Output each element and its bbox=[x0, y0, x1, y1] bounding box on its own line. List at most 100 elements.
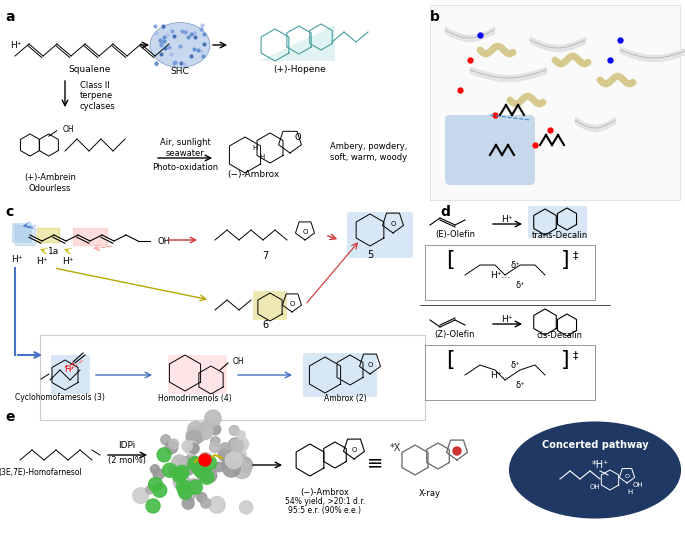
Circle shape bbox=[183, 463, 195, 475]
Text: Class II
terpene
cyclases: Class II terpene cyclases bbox=[80, 81, 116, 111]
Text: IDPi: IDPi bbox=[119, 441, 136, 450]
Circle shape bbox=[210, 424, 221, 435]
Text: Concerted pathway: Concerted pathway bbox=[542, 440, 648, 450]
Circle shape bbox=[172, 455, 187, 470]
Text: [: [ bbox=[446, 250, 454, 270]
Circle shape bbox=[146, 486, 154, 494]
FancyBboxPatch shape bbox=[445, 115, 535, 185]
Text: O: O bbox=[302, 229, 308, 235]
Text: O: O bbox=[295, 133, 301, 142]
Circle shape bbox=[228, 438, 242, 452]
Circle shape bbox=[220, 443, 229, 452]
Circle shape bbox=[157, 448, 171, 462]
Circle shape bbox=[229, 425, 239, 435]
Text: 95:5 e.r. (90% e.e.): 95:5 e.r. (90% e.e.) bbox=[288, 507, 362, 515]
Circle shape bbox=[182, 441, 192, 451]
Text: O: O bbox=[625, 474, 630, 479]
Text: Squalene: Squalene bbox=[68, 65, 111, 75]
Text: (Z)-Olefin: (Z)-Olefin bbox=[435, 331, 475, 340]
Circle shape bbox=[161, 435, 171, 445]
Circle shape bbox=[153, 469, 164, 480]
Text: δ⁺: δ⁺ bbox=[515, 380, 525, 389]
Circle shape bbox=[210, 442, 220, 452]
Circle shape bbox=[202, 468, 216, 483]
Text: Cyclohomofamesols (3): Cyclohomofamesols (3) bbox=[15, 394, 105, 403]
Text: H⁺...: H⁺... bbox=[490, 371, 510, 379]
Text: Ambrox (2): Ambrox (2) bbox=[324, 394, 366, 403]
Circle shape bbox=[165, 441, 177, 453]
FancyBboxPatch shape bbox=[430, 5, 680, 200]
Circle shape bbox=[188, 457, 202, 471]
Circle shape bbox=[179, 457, 192, 471]
Text: H⁺: H⁺ bbox=[10, 40, 21, 50]
Circle shape bbox=[197, 493, 207, 502]
Text: H: H bbox=[252, 145, 258, 151]
Text: SHC: SHC bbox=[171, 67, 189, 76]
Circle shape bbox=[188, 480, 202, 494]
Text: (+)-Hopene: (+)-Hopene bbox=[273, 65, 326, 74]
Text: OH: OH bbox=[233, 357, 245, 366]
Text: (2 mol%): (2 mol%) bbox=[108, 456, 146, 465]
Text: Homodrimenols (4): Homodrimenols (4) bbox=[158, 394, 232, 403]
FancyBboxPatch shape bbox=[425, 245, 595, 300]
Circle shape bbox=[189, 444, 199, 453]
Circle shape bbox=[194, 463, 208, 477]
Text: O: O bbox=[351, 447, 357, 453]
Circle shape bbox=[453, 447, 461, 455]
FancyBboxPatch shape bbox=[528, 206, 587, 238]
FancyBboxPatch shape bbox=[168, 355, 227, 394]
Text: 5: 5 bbox=[367, 250, 373, 260]
Circle shape bbox=[184, 483, 198, 498]
Polygon shape bbox=[259, 25, 335, 61]
Text: H⁺: H⁺ bbox=[36, 258, 48, 267]
Text: ]: ] bbox=[561, 250, 569, 270]
Ellipse shape bbox=[150, 23, 210, 67]
Text: *X: *X bbox=[389, 443, 401, 453]
Circle shape bbox=[149, 478, 162, 492]
Circle shape bbox=[175, 466, 189, 479]
Text: ≡: ≡ bbox=[366, 453, 383, 472]
Circle shape bbox=[201, 498, 211, 508]
Text: *H⁺: *H⁺ bbox=[591, 460, 609, 470]
FancyBboxPatch shape bbox=[253, 291, 287, 320]
Text: H⁺: H⁺ bbox=[64, 366, 75, 374]
Text: OH: OH bbox=[158, 237, 171, 246]
Text: b: b bbox=[430, 10, 440, 24]
Circle shape bbox=[211, 437, 220, 446]
Circle shape bbox=[228, 447, 246, 465]
Circle shape bbox=[190, 480, 198, 488]
Circle shape bbox=[195, 423, 212, 440]
Circle shape bbox=[223, 459, 240, 477]
Circle shape bbox=[178, 485, 192, 499]
Text: a: a bbox=[5, 10, 14, 24]
Circle shape bbox=[199, 454, 211, 466]
Ellipse shape bbox=[510, 422, 680, 518]
Circle shape bbox=[187, 479, 201, 492]
Text: H⁺: H⁺ bbox=[62, 258, 74, 267]
FancyBboxPatch shape bbox=[12, 223, 32, 243]
Text: ‡: ‡ bbox=[572, 250, 577, 260]
Text: 7: 7 bbox=[262, 251, 268, 261]
Text: Photo-oxidation: Photo-oxidation bbox=[152, 163, 218, 171]
Circle shape bbox=[197, 467, 210, 481]
Text: 1a: 1a bbox=[49, 247, 60, 255]
Circle shape bbox=[169, 465, 177, 473]
Circle shape bbox=[236, 437, 249, 451]
FancyBboxPatch shape bbox=[347, 212, 413, 258]
Circle shape bbox=[223, 458, 232, 468]
FancyBboxPatch shape bbox=[303, 353, 377, 397]
Circle shape bbox=[240, 501, 253, 514]
Circle shape bbox=[186, 455, 197, 467]
Text: ]: ] bbox=[561, 350, 569, 370]
FancyBboxPatch shape bbox=[40, 335, 425, 420]
Text: Air, sunlight
seawater: Air, sunlight seawater bbox=[160, 138, 210, 158]
Text: (+)-Ambrein
Odourless: (+)-Ambrein Odourless bbox=[24, 173, 76, 192]
FancyBboxPatch shape bbox=[51, 355, 90, 394]
Text: d: d bbox=[440, 205, 450, 219]
Circle shape bbox=[151, 465, 160, 474]
Circle shape bbox=[219, 448, 231, 461]
Circle shape bbox=[186, 427, 203, 445]
Circle shape bbox=[214, 462, 224, 472]
Text: O: O bbox=[289, 301, 295, 307]
Text: X-ray: X-ray bbox=[419, 488, 441, 498]
